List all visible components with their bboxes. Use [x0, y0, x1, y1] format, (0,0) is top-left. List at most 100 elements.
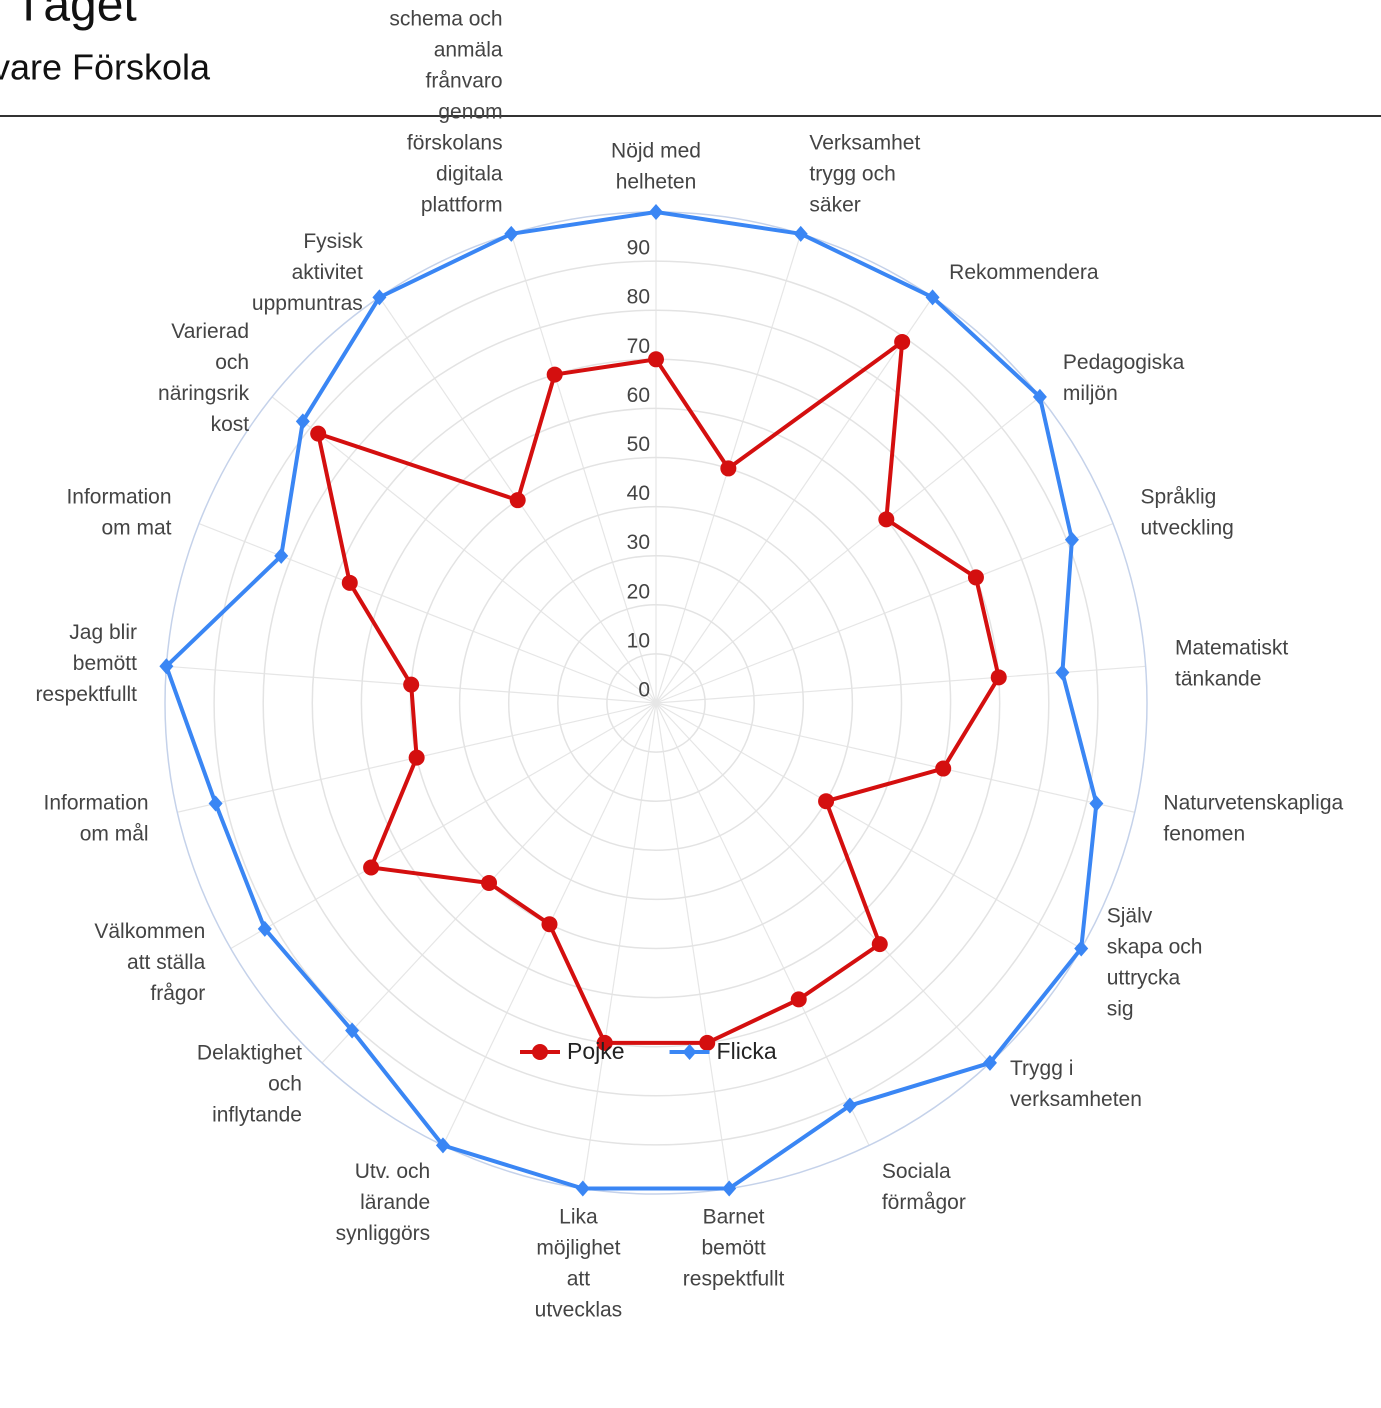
- category-label-line: Språklig: [1140, 485, 1216, 508]
- category-label-line: uppmuntras: [252, 292, 363, 315]
- r-tick-label: 90: [627, 237, 650, 260]
- point: [504, 225, 519, 242]
- chart-title: Tåget: [14, 0, 137, 32]
- point: [1074, 940, 1089, 957]
- point: [159, 658, 174, 675]
- category-label-line: Sociala: [882, 1159, 951, 1182]
- point: [871, 936, 888, 953]
- category-label-line: att: [567, 1267, 591, 1290]
- point: [341, 574, 358, 591]
- category-label-line: sig: [1107, 997, 1134, 1020]
- legend-marker: [682, 1044, 697, 1060]
- category-label-line: förskolans: [407, 131, 503, 154]
- grid-ring: [262, 309, 1050, 1097]
- point: [481, 874, 498, 891]
- point: [363, 859, 380, 876]
- point: [699, 1034, 716, 1051]
- category-label-line: förmågor: [882, 1190, 966, 1213]
- category-label: Verksamhet trygg och säker: [809, 131, 920, 216]
- chart-subtitle: vare Förskola: [0, 47, 211, 88]
- category-label-line: trygg och: [809, 162, 895, 185]
- category-label-line: Varierad: [171, 320, 249, 343]
- point: [935, 760, 952, 777]
- point: [967, 569, 984, 586]
- point: [1055, 664, 1070, 681]
- category-label-line: Pedagogiska: [1063, 351, 1185, 374]
- point: [257, 920, 272, 937]
- category-label: Information om mat: [66, 485, 171, 539]
- category-label-line: verksamheten: [1010, 1088, 1142, 1111]
- category-label-line: kost: [211, 413, 250, 436]
- category-label: Trygg i verksamheten: [1010, 1057, 1142, 1111]
- category-label: Jag blir bemött respektfullt: [35, 621, 137, 706]
- legend-marker: [532, 1044, 548, 1060]
- point: [310, 425, 327, 442]
- grid-ring: [360, 407, 952, 999]
- category-label-line: bemött: [701, 1236, 765, 1259]
- category-label-line: Information: [44, 791, 149, 814]
- category-label-line: Information: [66, 485, 171, 508]
- point: [575, 1180, 590, 1197]
- r-tick-label: 30: [627, 531, 650, 554]
- r-tick-label: 0: [638, 679, 650, 702]
- r-tick-label: 70: [627, 335, 650, 358]
- point: [842, 1097, 857, 1114]
- point: [894, 333, 911, 350]
- r-tick-label: 20: [627, 580, 650, 603]
- category-label-line: skapa och: [1107, 935, 1203, 958]
- category-label-line: schema och: [389, 7, 502, 30]
- category-label: Naturvetenskapliga fenomen: [1163, 791, 1343, 845]
- category-label: Lika möjlighet att utvecklas: [535, 1205, 623, 1321]
- point: [208, 795, 223, 812]
- category-label-line: Trygg i: [1010, 1057, 1073, 1080]
- series-line: [164, 210, 1099, 1191]
- point: [1064, 531, 1079, 548]
- category-label-line: miljön: [1063, 382, 1118, 405]
- category-label-line: Barnet: [703, 1205, 765, 1228]
- category-label: Varierad och näringsrik kost: [158, 320, 250, 436]
- point: [990, 669, 1007, 686]
- point: [720, 460, 737, 477]
- point: [1032, 388, 1047, 405]
- category-label-line: genom: [438, 100, 502, 123]
- category-label-line: om mål: [80, 822, 149, 845]
- category-label-line: inflytande: [212, 1103, 302, 1126]
- category-label: Nöjd med helheten: [611, 139, 701, 193]
- point: [793, 225, 808, 242]
- category-label-line: respektfullt: [683, 1267, 785, 1290]
- legend-label: Pojke: [567, 1038, 625, 1064]
- grid-ring: [507, 554, 805, 852]
- category-label-line: Fysisk: [303, 230, 363, 253]
- category-label-line: Välkommen: [94, 920, 205, 943]
- category-label-line: digitala: [436, 162, 503, 185]
- point: [408, 749, 425, 766]
- category-label-line: om mat: [102, 516, 172, 539]
- category-label-line: frågor: [150, 982, 205, 1005]
- point: [345, 1022, 360, 1039]
- category-label-line: och: [215, 351, 249, 374]
- point: [435, 1137, 450, 1154]
- category-label-line: Nöjd med: [611, 139, 701, 162]
- grid-ring: [458, 505, 854, 901]
- category-label: Välkommen att ställa frågor: [94, 920, 205, 1005]
- point: [541, 916, 558, 933]
- grid-ring: [606, 653, 706, 753]
- category-label-line: respektfullt: [35, 683, 137, 706]
- grid-ring: [213, 260, 1099, 1146]
- category-label-line: Verksamhet: [809, 131, 920, 154]
- point: [790, 991, 807, 1008]
- point: [274, 547, 289, 564]
- category-label-line: plattform: [421, 193, 503, 216]
- category-label-line: synliggörs: [336, 1221, 431, 1244]
- category-label: Jag kännertill attjag kanregistreramitt …: [389, 0, 503, 216]
- category-label-line: utvecklas: [535, 1298, 623, 1321]
- point: [546, 366, 563, 383]
- category-label-line: helheten: [616, 170, 697, 193]
- category-label-line: Jag blir: [69, 621, 137, 644]
- category-label-line: Själv: [1107, 904, 1153, 927]
- category-label-line: aktivitet: [292, 261, 363, 284]
- category-label-line: Lika: [559, 1205, 598, 1228]
- category-label: Information om mål: [44, 791, 149, 845]
- point: [403, 676, 420, 693]
